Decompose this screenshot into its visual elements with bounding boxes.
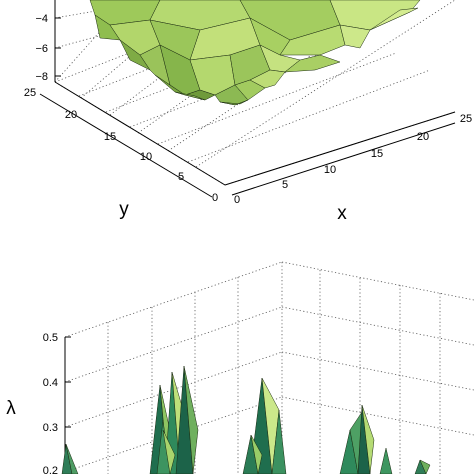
surface-plot-top: −8 −6 −4 25 20 15 10 5 0 0 5 10 15 20 25…	[24, 0, 472, 224]
y-axis-label: y	[119, 199, 129, 220]
z-tick-label: 0.3	[43, 422, 58, 434]
y-tick-label: 15	[104, 131, 116, 143]
surface-mesh-top	[89, 0, 421, 106]
z-ticks-top: −8 −6 −4	[35, 13, 61, 83]
z-tick-label: −8	[35, 71, 48, 83]
x-tick-label: 5	[282, 179, 288, 191]
y-tick-label: 25	[24, 87, 36, 99]
y-ticks-top: 25 20 15 10 5 0	[24, 87, 218, 204]
surface-plot-bottom: 0.5 0.4 0.3 0.2 λ	[6, 261, 474, 474]
z-tick-label: 0.4	[43, 377, 58, 389]
z-tick-label: −6	[35, 43, 48, 55]
y-tick-label: 20	[65, 109, 77, 121]
x-tick-label: 0	[234, 194, 240, 206]
axes-top	[39, 0, 456, 198]
x-axis-label: x	[337, 203, 347, 224]
x-tick-label: 15	[371, 148, 383, 160]
x-tick-label: 25	[460, 113, 472, 125]
x-ticks-top: 0 5 10 15 20 25	[234, 113, 472, 206]
z-axis-label: λ	[6, 398, 16, 419]
surface-peaks-bottom	[61, 365, 431, 474]
x-tick-label: 20	[417, 131, 429, 143]
z-tick-label: 0.2	[43, 465, 58, 474]
z-tick-label: 0.5	[43, 332, 58, 344]
y-tick-label: 0	[212, 192, 218, 204]
y-tick-label: 5	[178, 171, 184, 183]
z-ticks-bottom: 0.5 0.4 0.3 0.2	[43, 332, 71, 474]
x-tick-label: 10	[324, 164, 336, 176]
z-tick-label: −4	[35, 13, 48, 25]
y-tick-label: 10	[140, 151, 152, 163]
